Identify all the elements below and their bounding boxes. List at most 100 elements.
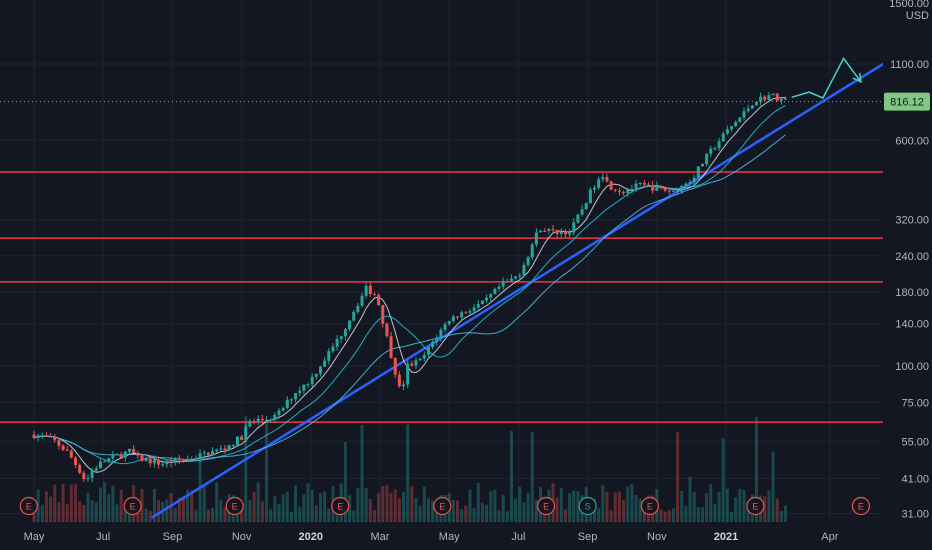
candle-body bbox=[194, 458, 198, 460]
volume-bar bbox=[597, 508, 601, 522]
time-tick-label: 2020 bbox=[299, 531, 323, 543]
volume-bar bbox=[364, 487, 368, 522]
projection-layer[interactable] bbox=[791, 56, 862, 99]
candle-body bbox=[418, 358, 422, 361]
volume-bar bbox=[74, 484, 78, 522]
candle-body bbox=[127, 448, 131, 452]
candle-body bbox=[435, 337, 439, 343]
candle-body bbox=[555, 229, 559, 234]
volume-bar bbox=[223, 507, 227, 522]
candle-body bbox=[252, 421, 256, 423]
volume-bar bbox=[252, 492, 256, 522]
trendline-layer[interactable] bbox=[150, 57, 893, 519]
event-marker-e[interactable]: E bbox=[640, 496, 659, 516]
time-axis-bg bbox=[0, 524, 932, 550]
volume-bar bbox=[497, 510, 501, 522]
volume-bar bbox=[186, 489, 190, 522]
candle-body bbox=[713, 148, 717, 150]
event-marker-e[interactable]: E bbox=[536, 496, 556, 516]
volume-bar bbox=[534, 499, 538, 522]
candle-body bbox=[289, 399, 293, 401]
volume-bar bbox=[767, 490, 771, 522]
volume-bar bbox=[157, 500, 161, 522]
candle-body bbox=[676, 190, 680, 192]
event-marker-e[interactable]: E bbox=[746, 496, 765, 516]
volume-bar bbox=[44, 491, 48, 522]
event-marker-e[interactable]: E bbox=[433, 496, 452, 516]
candle-body bbox=[157, 459, 161, 465]
candle-body bbox=[688, 182, 692, 184]
candle-body bbox=[177, 458, 181, 460]
volume-bar bbox=[680, 490, 684, 522]
candle-body bbox=[750, 105, 754, 109]
volume-bar bbox=[713, 503, 717, 522]
volume-bar bbox=[269, 508, 273, 522]
volume-bar bbox=[65, 503, 69, 522]
candle-body bbox=[771, 93, 775, 96]
candle-body bbox=[69, 450, 73, 458]
candle-body bbox=[480, 300, 484, 305]
volume-bar bbox=[119, 489, 123, 522]
event-marker-e[interactable]: E bbox=[331, 496, 350, 516]
candle-body bbox=[331, 346, 335, 352]
volume-bar bbox=[684, 506, 688, 522]
candle-body bbox=[476, 304, 480, 308]
candle-body bbox=[107, 458, 111, 462]
time-tick-label: Jul bbox=[511, 531, 525, 543]
candle-body bbox=[414, 360, 418, 366]
volume-bar bbox=[98, 487, 102, 522]
candle-body bbox=[57, 440, 61, 446]
event-marker-e[interactable]: E bbox=[123, 496, 142, 516]
volume-bar bbox=[518, 486, 522, 522]
volume-bar bbox=[464, 505, 468, 522]
candle-body bbox=[389, 336, 393, 358]
volume-bar bbox=[626, 486, 630, 522]
candle-body bbox=[190, 458, 194, 460]
candle-body bbox=[352, 311, 356, 321]
volume-bar bbox=[327, 508, 331, 522]
volume-bar bbox=[260, 501, 264, 522]
volume-bar bbox=[111, 485, 115, 522]
event-marker-label: E bbox=[858, 502, 864, 512]
candle-body bbox=[132, 448, 136, 454]
time-axis[interactable]: May Jul Sep Nov 2020 Mar May Jul Sep Nov 2021 Apr bbox=[0, 524, 932, 550]
projection-path[interactable] bbox=[791, 56, 862, 99]
candle-body bbox=[759, 96, 763, 102]
candle-body bbox=[256, 419, 260, 422]
candle-body bbox=[202, 452, 206, 454]
event-marker-e[interactable]: E bbox=[225, 496, 244, 516]
volume-bar bbox=[389, 492, 393, 522]
candle-body bbox=[576, 214, 580, 223]
event-marker-label: E bbox=[439, 502, 445, 512]
candle-body bbox=[754, 101, 758, 106]
volume-bar bbox=[152, 489, 156, 522]
price-tick-label: 140.00 bbox=[895, 319, 929, 331]
event-marker-e[interactable]: E bbox=[851, 496, 871, 516]
volume-bar bbox=[281, 494, 285, 522]
candle-body bbox=[605, 177, 609, 182]
candle-body bbox=[730, 126, 734, 130]
volume-bar bbox=[377, 492, 381, 522]
candle-body bbox=[410, 363, 414, 366]
event-marker-circle bbox=[433, 496, 452, 516]
volume-bar bbox=[273, 495, 277, 522]
volume-bar bbox=[360, 425, 364, 522]
volume-bar bbox=[211, 507, 215, 522]
volume-bar bbox=[775, 498, 779, 522]
price-axis[interactable]: 1500.00 USD 1100.00 600.00 320.00 240.00 180… bbox=[883, 0, 932, 524]
event-marker-label: S bbox=[585, 502, 591, 512]
event-marker-e[interactable]: E bbox=[19, 496, 38, 516]
horizontal-levels[interactable]: 466.73276.27195.1464.11 bbox=[0, 163, 930, 432]
trendline[interactable] bbox=[150, 57, 893, 519]
candle-body bbox=[543, 230, 547, 232]
event-marker-s[interactable]: S bbox=[578, 496, 597, 516]
candle-body bbox=[53, 436, 57, 441]
volume-bar bbox=[410, 486, 414, 522]
candle-body bbox=[397, 374, 401, 387]
candle-body bbox=[738, 117, 742, 123]
candle-body bbox=[584, 203, 588, 210]
volume-bar bbox=[609, 510, 613, 522]
volume-bar bbox=[738, 488, 742, 522]
